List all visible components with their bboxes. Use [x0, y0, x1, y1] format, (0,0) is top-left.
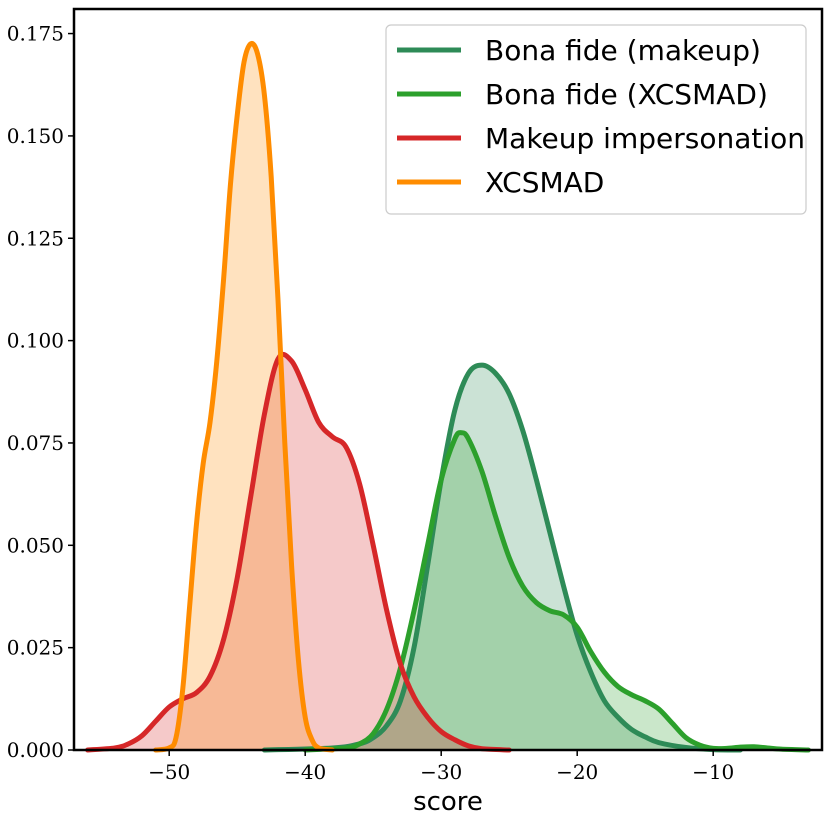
series-line-bona-fide-makeup: [261, 362, 743, 753]
y-tick-label: 0.125: [7, 226, 64, 250]
series-area-bona-fide-makeup: [264, 365, 741, 750]
series-line-bona-fide-xcsmad: [302, 430, 811, 753]
legend-box: [385, 24, 807, 215]
series-area-bona-fide-xcsmad: [305, 432, 809, 750]
series-area-makeup-impersonation: [87, 354, 510, 750]
x-axis-title: score: [413, 787, 483, 817]
legend-label-bona-fide-makeup: Bona fide (makeup): [485, 34, 761, 67]
series-line-makeup-impersonation: [85, 351, 512, 753]
x-tick-label: −20: [556, 760, 598, 784]
series-area-xcsmad: [155, 43, 333, 750]
legend: Bona fide (makeup) Bona fide (XCSMAD) Make…: [385, 24, 807, 215]
y-tick-label: 0.175: [7, 22, 64, 46]
plot-frame: [72, 7, 824, 752]
x-tick-label: −30: [420, 760, 462, 784]
y-tick-label: 0.050: [7, 533, 64, 557]
x-tick-label: −10: [692, 760, 734, 784]
y-tick-label: 0.000: [7, 738, 64, 762]
series-line-xcsmad: [153, 41, 335, 753]
legend-label-makeup-impersonation: Makeup impersonation: [485, 122, 805, 155]
legend-label-xcsmad: XCSMAD: [485, 166, 604, 199]
y-tick-label: 0.150: [7, 124, 64, 148]
x-tick-label: −50: [148, 760, 190, 784]
series-layer: [85, 41, 811, 753]
y-tick-label: 0.100: [7, 329, 64, 353]
y-tick-label: 0.075: [7, 431, 64, 455]
axis-layer: −50 −40 −30 −20 −10 0.000 0.025 0.050 0.075 0.100…: [7, 22, 735, 784]
legend-label-bona-fide-xcsmad: Bona fide (XCSMAD): [485, 78, 768, 111]
y-tick-label: 0.025: [7, 636, 64, 660]
x-tick-label: −40: [284, 760, 326, 784]
